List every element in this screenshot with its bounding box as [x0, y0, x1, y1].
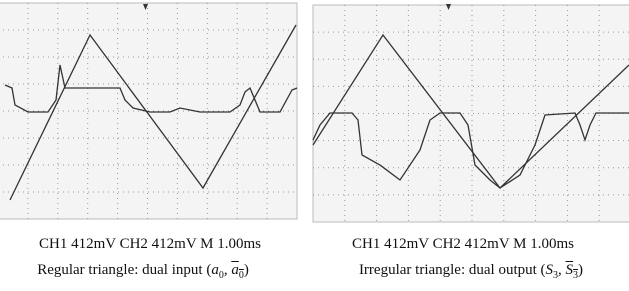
caption-text: Regular triangle: dual input — [37, 262, 202, 278]
caption: Irregular triangle: dual output (S3, S3) — [313, 262, 629, 281]
scope-right — [313, 4, 629, 222]
page: CH1 412mV CH2 412mV M 1.00ms Regular tri… — [0, 0, 629, 291]
symbol-bar: S — [566, 262, 574, 278]
figure — [0, 0, 629, 230]
caption-text: Irregular triangle: dual output — [359, 262, 537, 278]
paren: ) — [244, 262, 249, 278]
screen — [313, 5, 629, 222]
settings-text: CH1 412mV CH2 412mV M 1.00ms — [0, 236, 300, 253]
symbol: S — [546, 262, 554, 278]
symbol-bar: a — [231, 262, 239, 278]
caption: Regular triangle: dual input (a0, a0) — [0, 262, 298, 281]
settings-text: CH1 412mV CH2 412mV M 1.00ms — [313, 236, 613, 253]
symbol: a — [211, 262, 219, 278]
paren: ) — [578, 262, 583, 278]
separator: , — [558, 262, 566, 278]
scope-left — [0, 3, 297, 219]
